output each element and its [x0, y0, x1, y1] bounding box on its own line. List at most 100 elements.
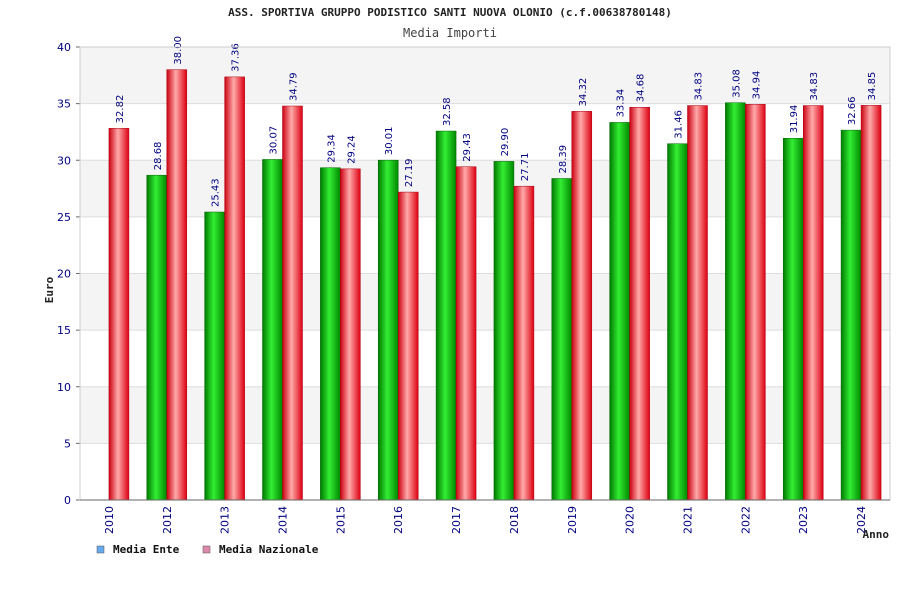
x-tick-label-2010: 2010: [103, 506, 116, 534]
value-label-media-nazionale-2017: 29.43: [462, 133, 473, 162]
y-tick-label: 25: [57, 211, 71, 224]
bar-media-nazionale-2023: [802, 105, 824, 501]
bar-media-ente-2016: [377, 159, 399, 501]
value-label-media-nazionale-2010: 32.82: [115, 95, 126, 124]
y-tick-label: 5: [64, 437, 71, 450]
x-tick-label-2017: 2017: [450, 506, 463, 534]
legend-label-media-nazionale: Media Nazionale: [219, 543, 319, 556]
x-tick-label-2021: 2021: [682, 506, 695, 534]
value-label-media-ente-2016: 30.01: [384, 126, 395, 155]
bar-media-ente-2014: [262, 159, 283, 501]
value-label-media-nazionale-2022: 34.94: [751, 71, 762, 100]
bar-media-nazionale-2015: [340, 168, 361, 501]
axes: [79, 46, 891, 501]
y-tick-label: 0: [64, 494, 71, 507]
value-label-media-nazionale-2016: 27.19: [404, 158, 415, 187]
bar-media-ente-2015: [320, 167, 341, 501]
bar-media-nazionale-2010: [108, 128, 130, 501]
chart-title: ASS. SPORTIVA GRUPPO PODISTICO SANTI NUO…: [228, 6, 672, 19]
bar-media-ente-2023: [782, 138, 804, 501]
x-tick-label-2015: 2015: [334, 506, 347, 534]
x-axis-label: Anno: [863, 528, 890, 541]
value-label-media-ente-2021: 31.46: [674, 110, 685, 139]
value-label-media-ente-2024: 32.66: [847, 96, 858, 125]
plot-band: [80, 330, 890, 387]
value-label-media-nazionale-2024: 34.85: [867, 72, 878, 101]
legend-swatch-media-nazionale: [202, 545, 211, 554]
value-label-media-ente-2012: 28.68: [153, 142, 164, 171]
y-axis-label: Euro: [43, 276, 56, 303]
plot-band: [80, 443, 890, 500]
bar-media-nazionale-2019: [571, 111, 593, 501]
x-tick-label-2014: 2014: [277, 506, 290, 534]
bar-media-ente-2012: [146, 174, 168, 501]
x-tick-label-2012: 2012: [161, 506, 174, 534]
y-tick-label: 15: [57, 324, 71, 337]
y-tick-label: 20: [57, 268, 71, 281]
value-label-media-ente-2013: 25.43: [211, 178, 222, 207]
legend-swatch-media-ente: [96, 545, 105, 554]
plot-band: [80, 103, 890, 161]
bar-media-nazionale-2012: [166, 69, 188, 501]
bar-media-nazionale-2013: [224, 76, 245, 501]
bar-media-nazionale-2021: [687, 105, 708, 501]
y-tick-labels: 0 5 10 15 20 25 30 35 40: [57, 41, 71, 507]
plot-band: [80, 47, 890, 104]
x-tick-label-2020: 2020: [624, 506, 637, 534]
bar-media-nazionale-2024: [860, 105, 882, 501]
y-tick-label: 35: [57, 98, 71, 111]
value-label-media-nazionale-2019: 34.32: [578, 78, 589, 107]
x-tick-label-2023: 2023: [797, 506, 810, 534]
value-label-media-nazionale-2020: 34.68: [636, 74, 647, 103]
bar-media-ente-2017: [435, 130, 457, 501]
x-tick-label-2016: 2016: [392, 506, 405, 534]
value-label-media-ente-2019: 28.39: [558, 145, 569, 174]
bars: [108, 69, 882, 501]
value-label-media-nazionale-2021: 34.83: [694, 72, 705, 101]
x-tick-label-2024: 2024: [855, 506, 868, 534]
x-tick-label-2018: 2018: [508, 506, 521, 534]
bar-media-ente-2020: [609, 122, 630, 501]
value-label-media-ente-2022: 35.08: [731, 69, 742, 98]
value-label-media-ente-2017: 32.58: [442, 97, 453, 126]
bar-media-ente-2018: [493, 161, 515, 501]
value-label-media-nazionale-2018: 27.71: [520, 153, 531, 182]
x-tick-labels: 2010 2012 2013 2014 2015 2016 2017 2018 2019 2020…: [103, 506, 868, 534]
legend: Media Ente Media Nazionale: [96, 543, 319, 556]
value-label-media-nazionale-2014: 34.79: [289, 72, 300, 101]
x-tick-label-2019: 2019: [566, 506, 579, 534]
y-tick-label: 10: [57, 381, 71, 394]
plot-band: [80, 386, 890, 444]
value-label-media-ente-2015: 29.34: [326, 134, 337, 163]
value-labels: 32.82 28.68 38.00 25.43 37.36 30.07 34.79 29.34…: [115, 36, 878, 207]
value-label-media-ente-2020: 33.34: [616, 89, 627, 118]
bar-media-nazionale-2016: [397, 191, 419, 501]
value-label-media-nazionale-2023: 34.83: [809, 72, 820, 101]
plot-band: [80, 273, 890, 331]
bar-media-nazionale-2022: [745, 104, 766, 501]
plot-band: [80, 160, 890, 217]
bar-media-nazionale-2014: [282, 105, 303, 501]
value-label-media-nazionale-2012: 38.00: [173, 36, 184, 65]
y-tick-label: 30: [57, 154, 71, 167]
bar-media-nazionale-2020: [629, 106, 650, 501]
x-tick-label-2022: 2022: [739, 506, 752, 534]
plot-band: [80, 216, 890, 274]
value-label-media-ente-2023: 31.94: [789, 105, 800, 134]
bar-media-ente-2013: [204, 211, 225, 501]
y-tick-label: 40: [57, 41, 71, 54]
legend-label-media-ente: Media Ente: [113, 543, 180, 556]
bar-media-nazionale-2017: [455, 166, 477, 501]
bar-media-ente-2022: [725, 102, 746, 501]
value-label-media-ente-2018: 29.90: [500, 128, 511, 157]
value-label-media-nazionale-2013: 37.36: [231, 43, 242, 72]
bar-media-nazionale-2018: [513, 185, 535, 501]
value-label-media-ente-2014: 30.07: [269, 126, 280, 155]
bar-media-ente-2024: [840, 129, 862, 501]
chart-subtitle: Media Importi: [403, 26, 497, 40]
bar-media-ente-2021: [667, 143, 688, 501]
value-label-media-nazionale-2015: 29.24: [346, 135, 357, 164]
x-tick-label-2013: 2013: [219, 506, 232, 534]
bar-media-ente-2019: [551, 178, 573, 501]
